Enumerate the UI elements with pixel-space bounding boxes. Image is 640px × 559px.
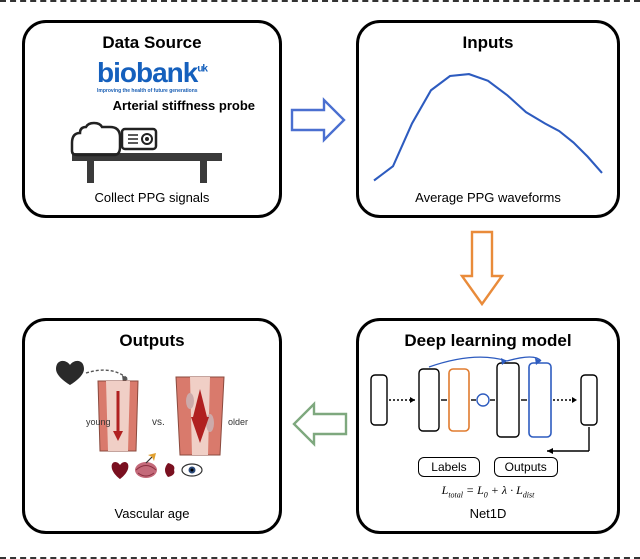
model-formula: Ltotal = L0 + λ · Ldist <box>442 483 535 499</box>
model-boxes-row: Labels Outputs <box>418 457 557 477</box>
panel-outputs: Outputs young vs. older <box>22 318 282 534</box>
panel-model: Deep learning model Labels Outputs Ltota… <box>356 318 620 534</box>
data-source-caption: Collect PPG signals <box>95 190 210 205</box>
data-source-title: Data Source <box>102 33 201 53</box>
outputs-title: Outputs <box>119 331 184 351</box>
probe-label: Arterial stiffness probe <box>113 98 255 113</box>
outputs-caption: Vascular age <box>115 506 190 521</box>
older-label: older <box>228 417 248 427</box>
panel-inputs: Inputs Average PPG waveforms <box>356 20 620 218</box>
vascular-illustration: young vs. older <box>42 355 262 495</box>
arrow-model-to-outputs <box>290 400 348 448</box>
inputs-caption: Average PPG waveforms <box>415 190 561 205</box>
labels-box: Labels <box>418 457 479 477</box>
arrow-inputs-to-model <box>458 230 506 308</box>
biobank-logo: biobankuk Improving the health of future… <box>97 57 207 94</box>
young-label: young <box>86 417 111 427</box>
inputs-title: Inputs <box>463 33 514 53</box>
outputs-box: Outputs <box>494 457 558 477</box>
ppg-waveform <box>358 57 618 190</box>
model-title: Deep learning model <box>404 331 571 351</box>
model-net-name: Net1D <box>470 506 507 521</box>
probe-illustration <box>52 113 252 183</box>
panel-data-source: Data Source biobankuk Improving the heal… <box>22 20 282 218</box>
model-architecture <box>365 355 611 465</box>
arrow-datasource-to-inputs <box>290 96 348 144</box>
vs-label: vs. <box>152 417 165 428</box>
